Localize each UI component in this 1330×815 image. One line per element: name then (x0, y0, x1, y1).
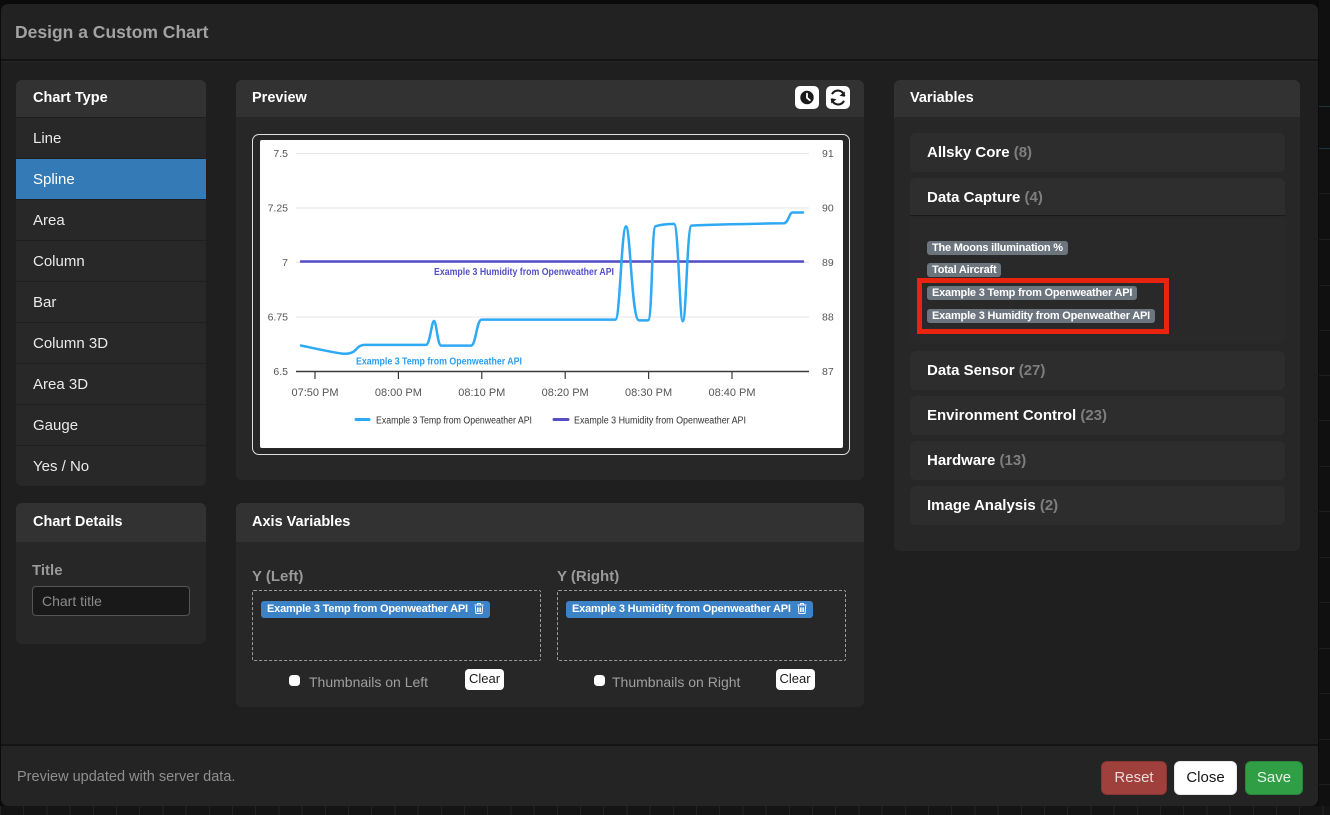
svg-text:6.75: 6.75 (268, 312, 289, 324)
svg-text:08:40 PM: 08:40 PM (708, 387, 755, 399)
svg-text:Example 3 Temp from Openweathe: Example 3 Temp from Openweather API (376, 416, 532, 427)
svg-text:07:50 PM: 07:50 PM (291, 387, 338, 399)
svg-text:88: 88 (822, 312, 834, 324)
svg-text:6.5: 6.5 (273, 366, 288, 378)
svg-text:90: 90 (822, 203, 834, 215)
svg-text:91: 91 (822, 148, 834, 160)
svg-text:89: 89 (822, 257, 834, 269)
svg-text:Example 3 Humidity from Openwe: Example 3 Humidity from Openweather API (574, 416, 746, 427)
svg-text:08:10 PM: 08:10 PM (458, 387, 505, 399)
svg-text:08:00 PM: 08:00 PM (375, 387, 422, 399)
svg-text:7.5: 7.5 (273, 148, 288, 160)
svg-text:08:20 PM: 08:20 PM (542, 387, 589, 399)
svg-text:Example 3 Humidity from Openwe: Example 3 Humidity from Openweather API (434, 266, 614, 278)
svg-text:87: 87 (822, 366, 834, 378)
svg-text:Example 3 Temp from Openweathe: Example 3 Temp from Openweather API (356, 356, 522, 368)
svg-text:7: 7 (282, 257, 288, 269)
svg-text:7.25: 7.25 (268, 203, 289, 215)
svg-text:08:30 PM: 08:30 PM (625, 387, 672, 399)
